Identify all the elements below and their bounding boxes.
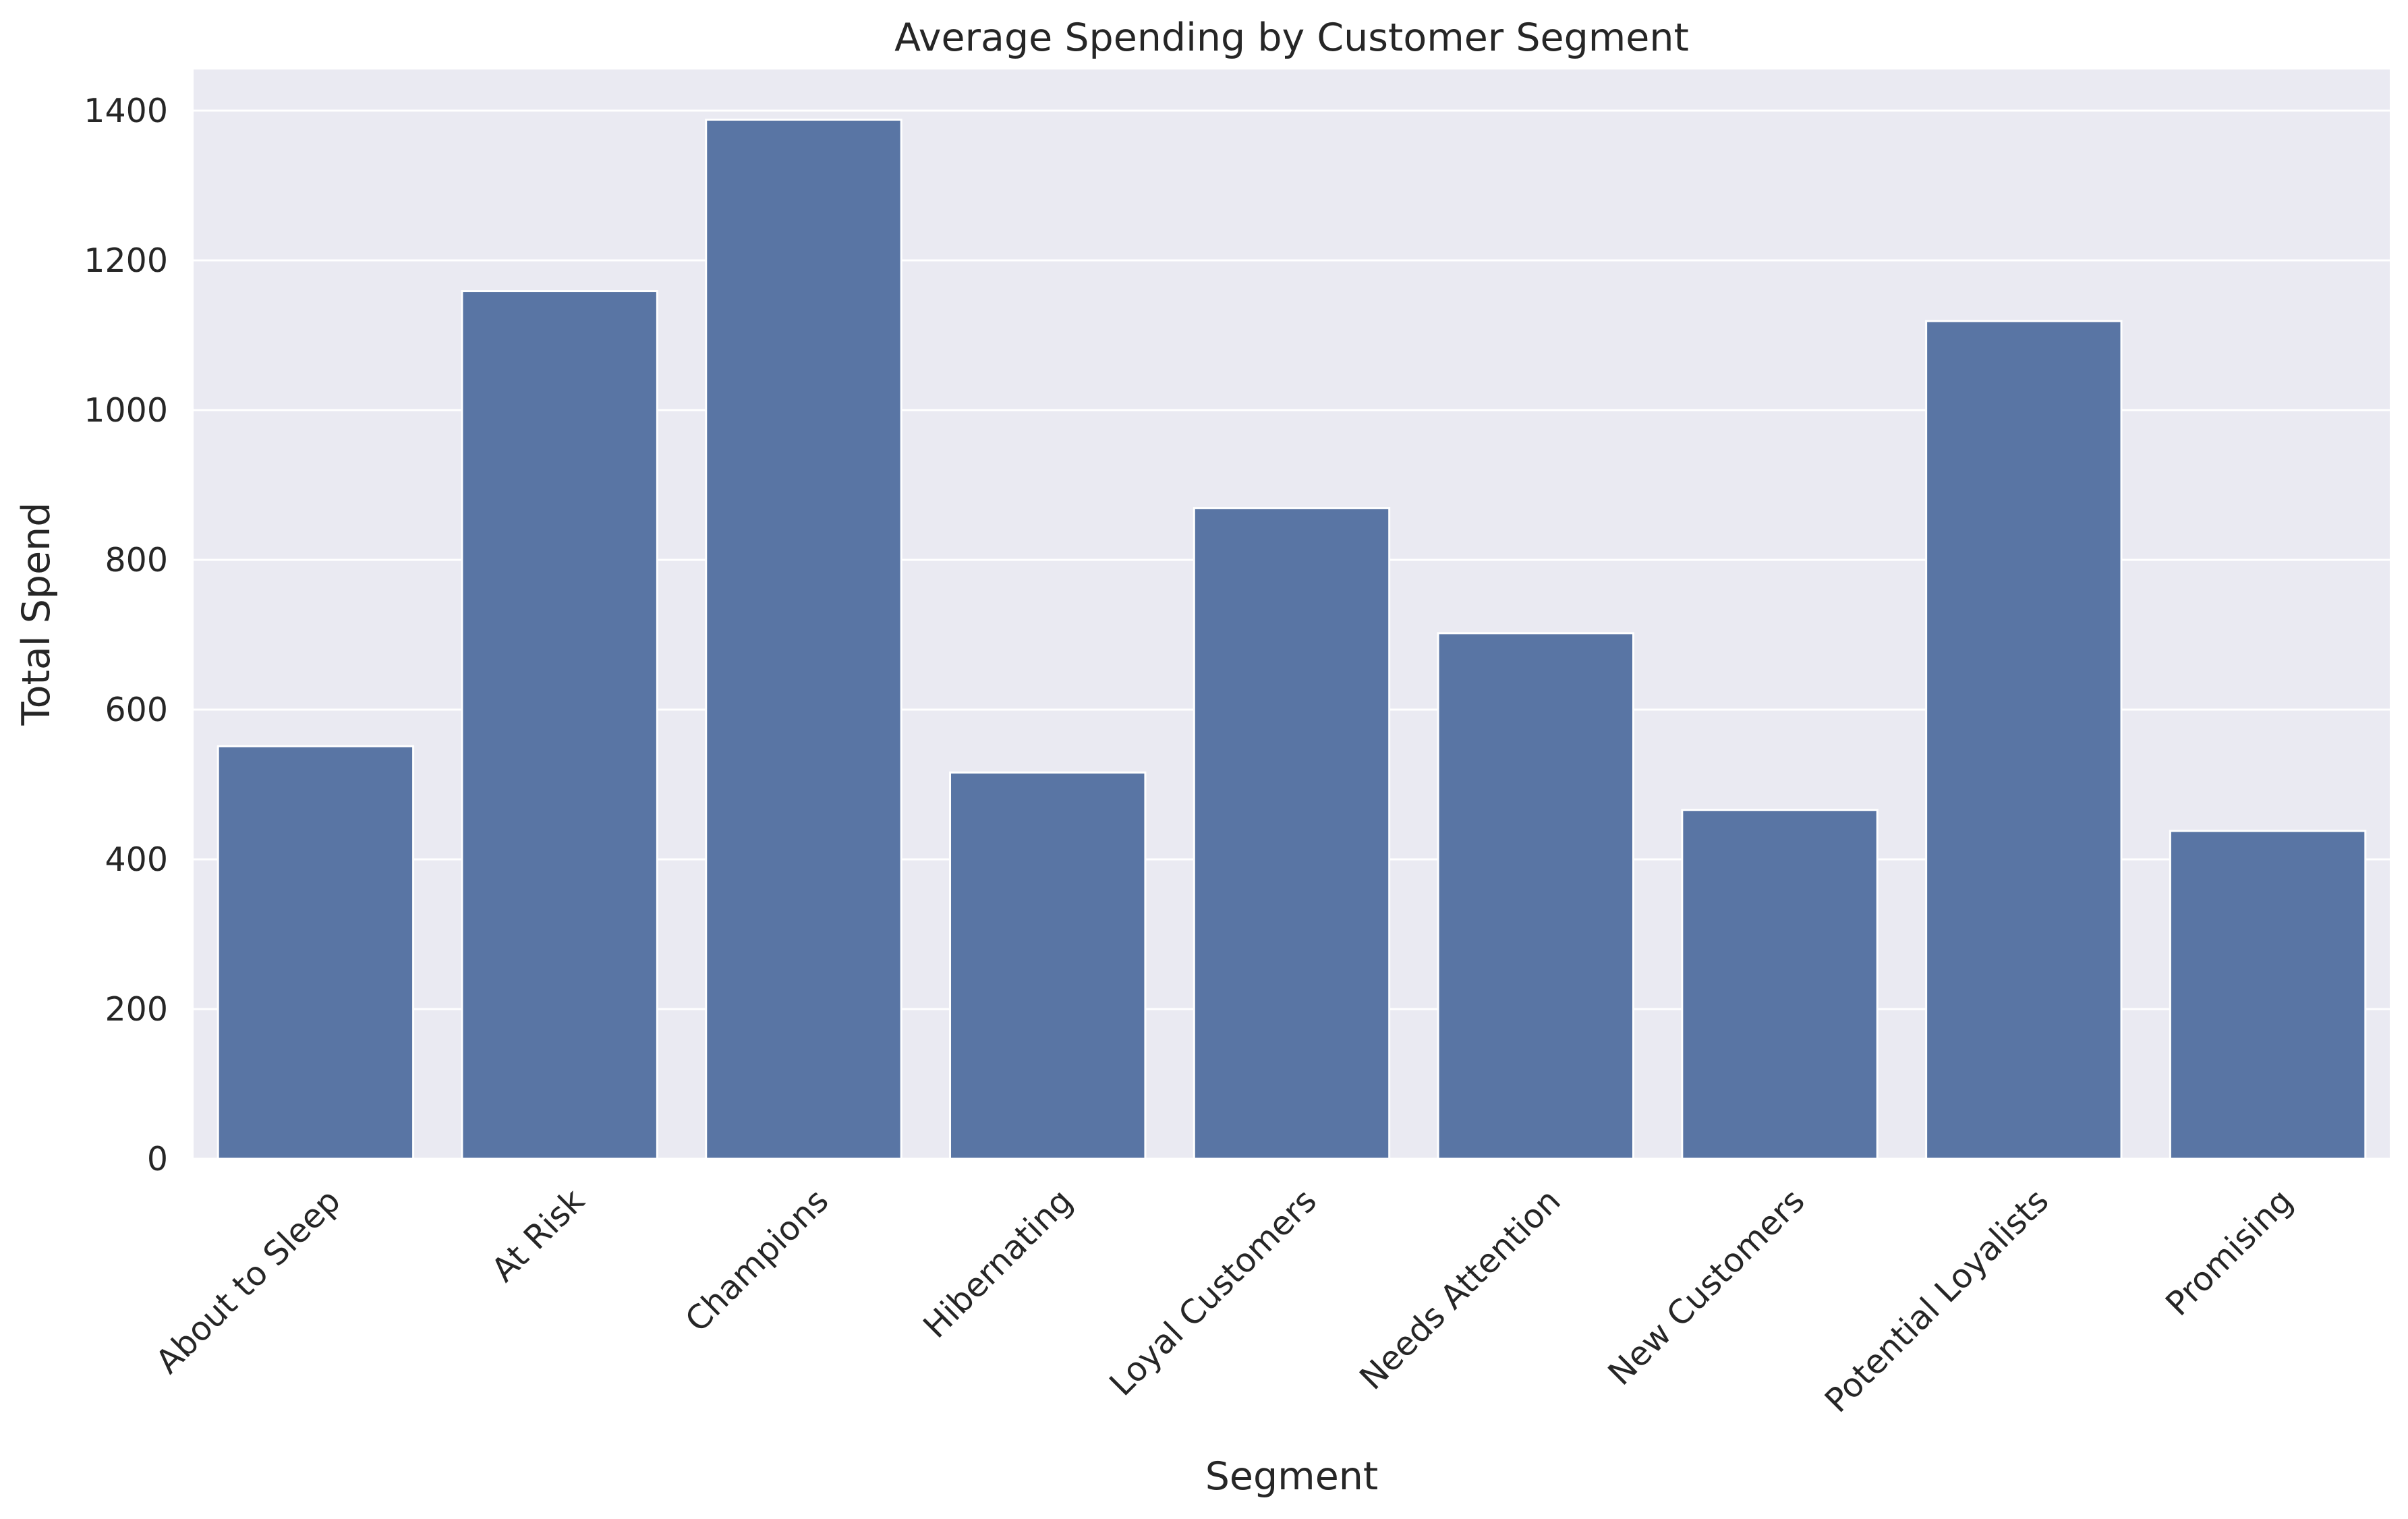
- y-tick-label: 600: [105, 691, 168, 729]
- bar-champions: [705, 118, 902, 1160]
- x-tick-label: Potential Loyalists: [1818, 1182, 2057, 1421]
- x-axis-ticks: About to Sleep At Risk Champions Hibernatin…: [148, 1181, 2300, 1420]
- x-tick-label: At Risk: [484, 1181, 592, 1289]
- bar-new-customers: [1681, 809, 1879, 1160]
- x-axis-label: Segment: [1205, 1454, 1379, 1499]
- y-tick-label: 1200: [84, 241, 168, 280]
- bar-loyal-customers: [1193, 507, 1391, 1160]
- y-axis-ticks: 0 200 400 600 800 1000 1200 1400: [84, 92, 168, 1178]
- y-tick-label: 200: [105, 990, 168, 1029]
- bar-promising: [2169, 830, 2367, 1160]
- y-tick-label: 1400: [84, 92, 168, 130]
- bar-hibernating: [949, 771, 1147, 1160]
- chart-title: Average Spending by Customer Segment: [894, 16, 1689, 60]
- y-tick-label: 1000: [84, 391, 168, 430]
- y-tick-label: 0: [147, 1140, 168, 1178]
- x-tick-label: Hibernating: [916, 1182, 1080, 1346]
- bar-at-risk: [461, 290, 658, 1160]
- x-tick-label: Promising: [2158, 1182, 2300, 1323]
- y-axis-label: Total Spend: [14, 503, 59, 726]
- x-tick-label: About to Sleep: [148, 1182, 348, 1381]
- bar-needs-attention: [1437, 632, 1634, 1160]
- y-tick-label: 800: [105, 541, 168, 579]
- x-tick-label: New Customers: [1601, 1182, 1812, 1393]
- x-tick-label: Champions: [678, 1182, 836, 1340]
- bar-about-to-sleep: [217, 745, 415, 1160]
- bar-potential-loyalists: [1925, 320, 2123, 1160]
- x-tick-label: Needs Attention: [1352, 1182, 1568, 1398]
- bars: [217, 118, 2367, 1160]
- y-tick-label: 400: [105, 840, 168, 879]
- x-tick-label: Loyal Customers: [1102, 1182, 1324, 1404]
